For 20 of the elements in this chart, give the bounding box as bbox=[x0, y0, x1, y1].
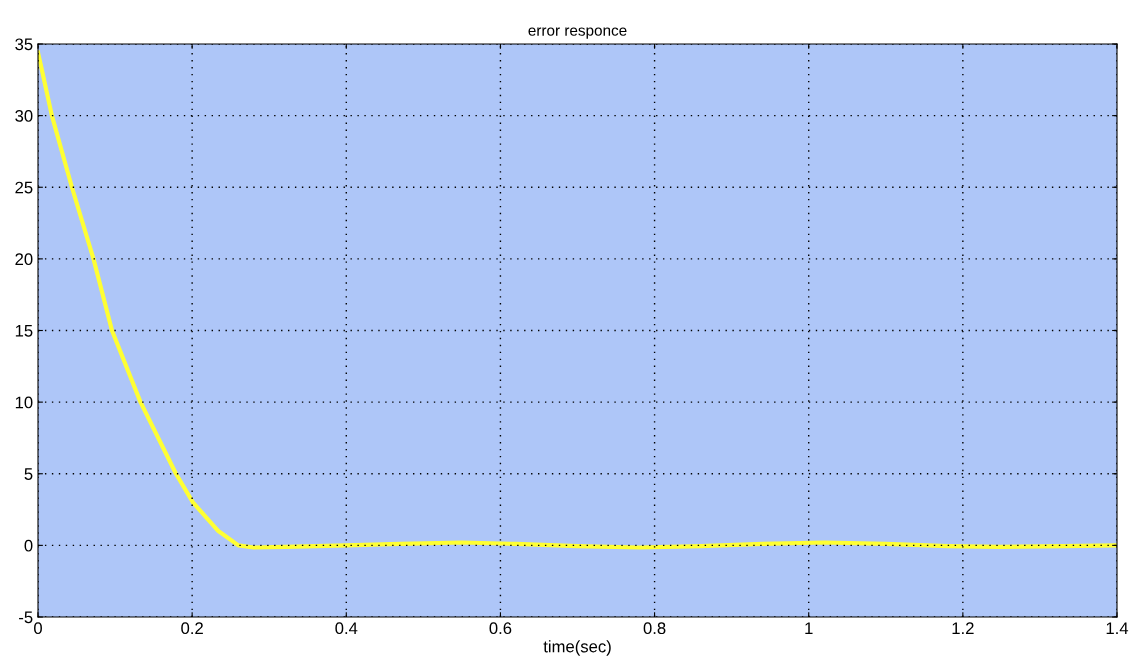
y-tick-label: 20 bbox=[15, 253, 33, 266]
x-tick-label: 1 bbox=[805, 622, 813, 634]
y-tick-label: 5 bbox=[24, 468, 33, 480]
x-tick-label: 1.4 bbox=[1106, 622, 1129, 634]
x-tick-label: 0.4 bbox=[335, 622, 358, 635]
chart-title: error responce bbox=[528, 27, 627, 39]
x-axis-title: time(sec) bbox=[543, 640, 611, 656]
y-tick-label: 25 bbox=[15, 181, 33, 194]
y-tick-label: 35 bbox=[15, 38, 33, 51]
y-tick-label: 0 bbox=[24, 539, 33, 552]
x-tick-label: 0.2 bbox=[181, 622, 203, 635]
x-tick-label: 0.8 bbox=[643, 622, 666, 635]
x-tick-label: 0 bbox=[34, 622, 42, 635]
y-tick-label: 30 bbox=[15, 110, 33, 122]
y-tick-label: 15 bbox=[15, 325, 33, 337]
line-series bbox=[38, 50, 1117, 550]
x-tick-label: 1.2 bbox=[952, 622, 974, 634]
y-tick-label: 10 bbox=[15, 396, 33, 409]
x-tick-label: 0.6 bbox=[489, 622, 512, 635]
y-tick-label: -5 bbox=[19, 611, 33, 624]
